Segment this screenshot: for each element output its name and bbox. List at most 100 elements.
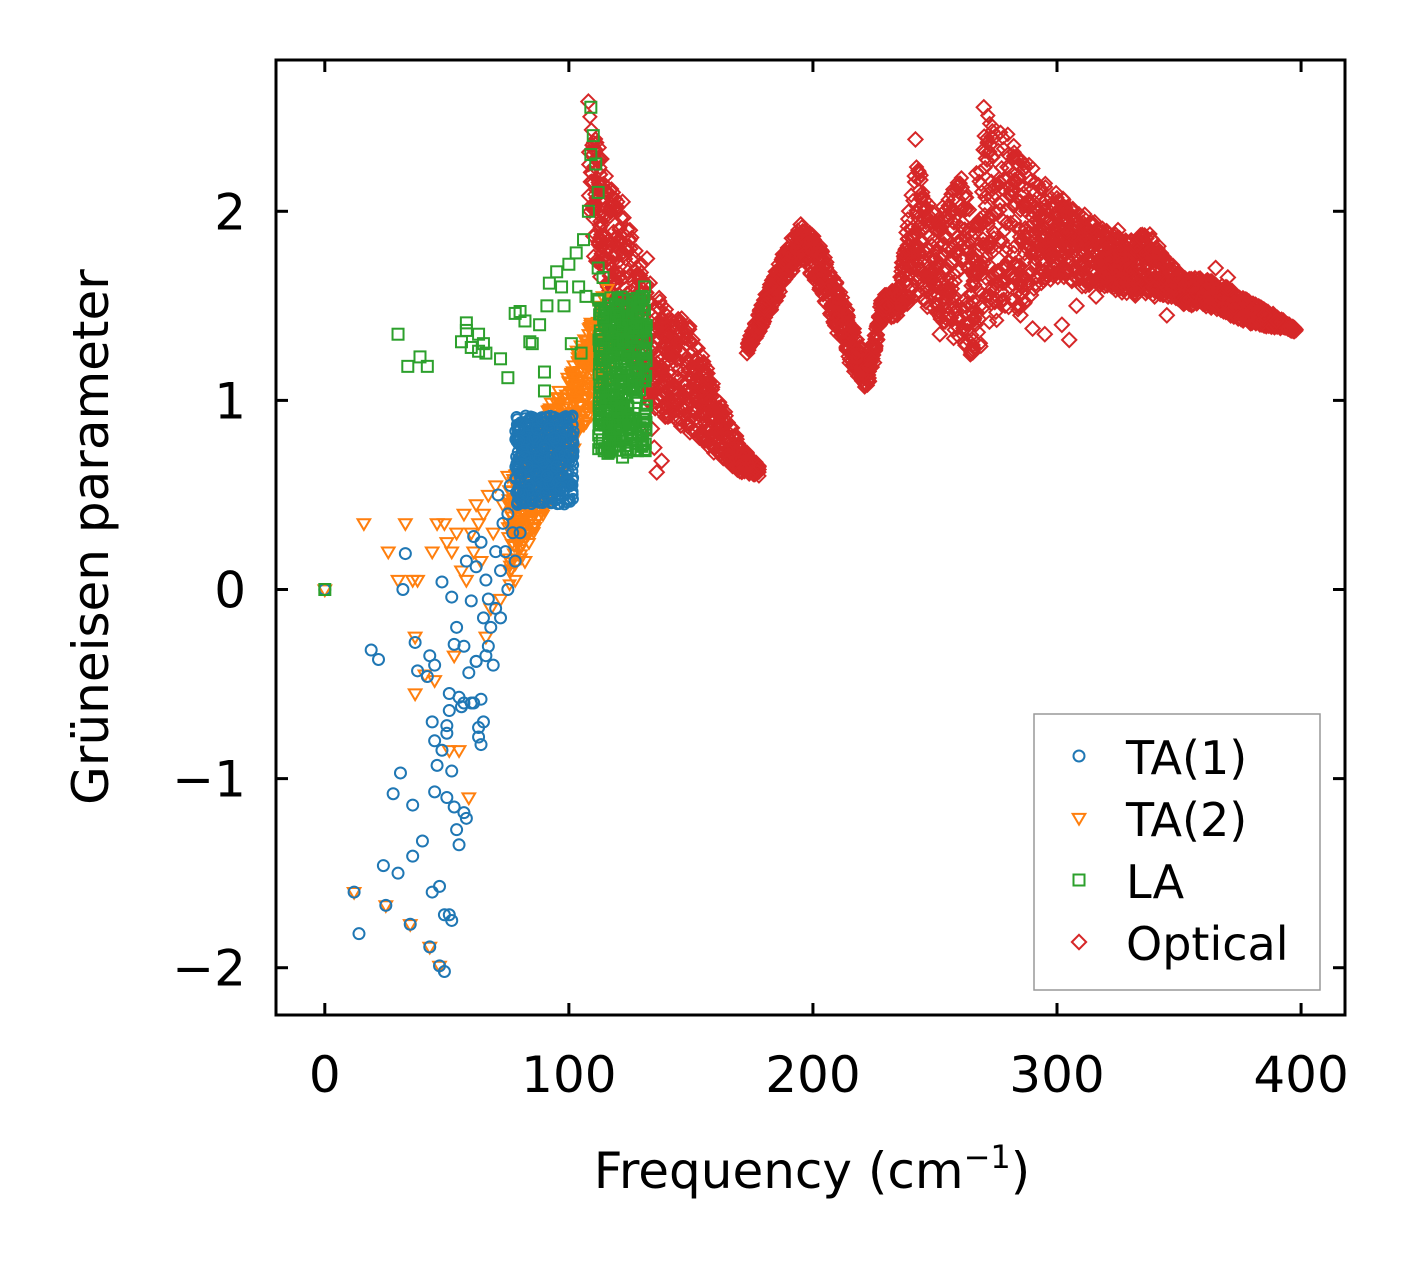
data-point-optical: [738, 447, 754, 464]
data-point-optical: [779, 262, 796, 279]
data-point-ta1: [503, 478, 517, 492]
data-point-optical: [963, 277, 979, 294]
data-point-la: [459, 316, 473, 330]
y-tick-label: −2: [172, 940, 246, 998]
data-point-ta2: [377, 900, 394, 914]
data-point-optical: [984, 280, 1000, 297]
data-point-optical: [981, 314, 998, 331]
data-point-ta1: [457, 639, 471, 653]
data-point-ta1: [386, 787, 400, 801]
y-tick-label: 0: [214, 562, 246, 620]
data-point-optical: [804, 240, 822, 258]
data-point-optical: [804, 226, 821, 243]
data-point-ta2: [485, 527, 502, 542]
data-point-optical: [1022, 173, 1039, 189]
data-point-optical: [957, 290, 974, 307]
data-point-optical: [1231, 293, 1249, 311]
data-point-optical: [694, 429, 712, 447]
data-point-ta1: [516, 488, 530, 502]
data-point-la: [540, 299, 554, 313]
data-point-optical: [963, 327, 980, 344]
data-point-optical: [765, 280, 781, 297]
data-point-optical: [713, 397, 730, 414]
data-point-ta2: [569, 378, 585, 392]
data-point-ta2: [438, 537, 455, 551]
data-point-optical: [1087, 287, 1105, 305]
data-point-ta2: [575, 366, 592, 381]
data-point-optical: [653, 452, 671, 470]
data-point-optical: [942, 254, 959, 271]
data-point-optical: [657, 354, 676, 372]
data-point-ta2: [494, 499, 512, 513]
data-point-optical: [1137, 260, 1153, 277]
data-point-optical: [1024, 319, 1042, 338]
data-point-optical: [1012, 272, 1029, 289]
legend-marker-optical: [1070, 933, 1088, 951]
data-point-optical: [1133, 231, 1151, 249]
data-point-optical: [756, 313, 773, 330]
data-point-optical: [678, 325, 695, 342]
data-point-optical: [968, 247, 985, 263]
data-point-ta2: [507, 574, 524, 589]
data-point-optical: [945, 250, 964, 268]
data-point-ta1: [352, 927, 366, 941]
legend-marker-ta1: [1072, 749, 1086, 763]
data-point-ta1: [452, 838, 466, 852]
data-point-optical: [999, 145, 1017, 164]
data-point-optical: [999, 253, 1016, 270]
data-point-la: [518, 314, 532, 328]
legend-marker-symbol: [1070, 812, 1088, 827]
data-point-ta1: [566, 409, 579, 422]
data-point-ta1: [411, 664, 425, 678]
data-point-ta1: [486, 658, 500, 672]
data-point-optical: [757, 291, 774, 307]
data-point-ta1: [464, 594, 478, 608]
data-point-la: [616, 450, 630, 464]
data-point-ta1: [457, 696, 471, 710]
x-tick-label: 200: [765, 1046, 860, 1104]
series-ta1: [318, 409, 580, 979]
data-point-ta1: [484, 620, 498, 634]
data-point-optical: [682, 420, 700, 438]
data-point-ta2: [571, 387, 587, 401]
data-point-ta1: [406, 798, 420, 812]
data-point-ta1: [415, 834, 429, 848]
data-point-ta1: [533, 496, 546, 509]
data-point-optical: [951, 234, 968, 251]
data-point-la: [625, 412, 639, 426]
data-point-ta2: [565, 395, 582, 409]
data-point-optical: [689, 349, 705, 366]
data-point-optical: [1088, 248, 1105, 265]
data-point-optical: [1059, 261, 1075, 277]
x-tick-label: 300: [1009, 1046, 1104, 1104]
data-point-optical: [618, 242, 634, 258]
data-point-optical: [1220, 281, 1236, 297]
data-point-la: [624, 431, 637, 444]
data-point-optical: [921, 268, 939, 287]
data-point-ta2: [477, 631, 494, 646]
data-point-ta1: [440, 726, 454, 740]
data-point-optical: [987, 127, 1005, 145]
data-point-optical: [1256, 302, 1273, 319]
data-point-optical: [665, 391, 683, 409]
data-point-optical: [1002, 291, 1019, 308]
data-point-optical: [645, 386, 661, 403]
data-point-ta1: [450, 823, 464, 837]
data-point-optical: [946, 321, 963, 338]
data-point-ta2: [513, 549, 529, 563]
data-point-optical: [718, 452, 737, 470]
data-point-optical: [1158, 306, 1176, 324]
data-point-optical: [1014, 285, 1031, 302]
data-point-optical: [1011, 306, 1029, 324]
data-point-la: [603, 420, 616, 433]
data-point-optical: [947, 298, 964, 315]
x-tick-label: 400: [1253, 1046, 1348, 1104]
data-point-ta1: [494, 564, 508, 578]
data-point-optical: [985, 149, 1001, 166]
legend-item-optical: Optical: [1070, 917, 1288, 971]
data-point-optical: [1031, 215, 1048, 232]
data-point-optical: [839, 306, 856, 323]
data-point-optical: [802, 266, 819, 283]
data-point-optical: [970, 214, 986, 231]
